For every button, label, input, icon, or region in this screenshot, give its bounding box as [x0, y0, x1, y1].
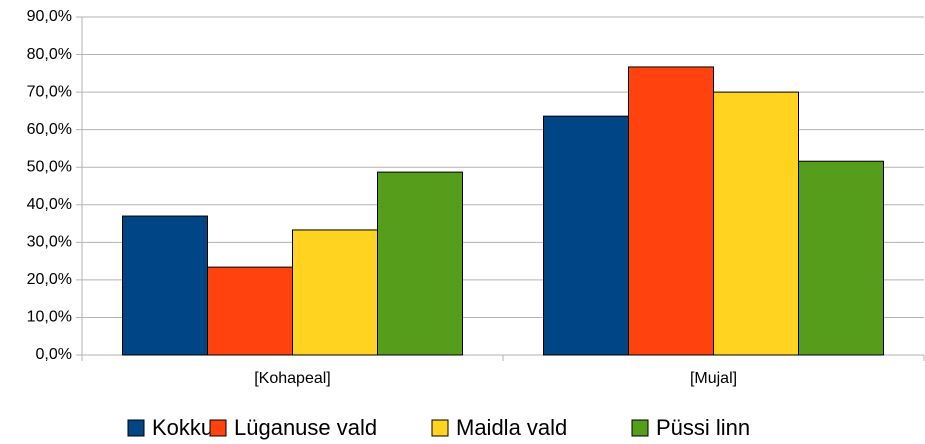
y-tick-label: 10,0% — [27, 309, 72, 326]
legend-swatch — [431, 419, 449, 437]
bar — [798, 160, 884, 356]
x-tick-label: [Mujal] — [690, 370, 737, 387]
y-tick-label: 90,0% — [27, 8, 72, 25]
legend-label: Lüganuse vald — [234, 415, 377, 440]
bar — [713, 91, 799, 356]
x-tick-label: [Kohapeal] — [254, 370, 331, 387]
bar — [122, 215, 208, 356]
y-tick-label: 20,0% — [27, 271, 72, 288]
y-tick-label: 60,0% — [27, 121, 72, 138]
y-tick-label: 30,0% — [27, 234, 72, 251]
y-tick-label: 70,0% — [27, 83, 72, 100]
y-tick-label: 0,0% — [36, 346, 72, 363]
legend-swatch — [127, 419, 145, 437]
legend-label: Maidla vald — [456, 415, 567, 440]
y-tick-label: 80,0% — [27, 46, 72, 63]
legend-swatch — [631, 419, 649, 437]
legend-label: Kokku — [152, 415, 213, 440]
bar — [628, 66, 714, 356]
y-tick-label: 40,0% — [27, 196, 72, 213]
legend-swatch — [209, 419, 227, 437]
bar — [543, 115, 629, 356]
bar — [207, 266, 293, 356]
legend-label: Püssi linn — [656, 415, 750, 440]
bar — [292, 229, 378, 356]
bar — [377, 171, 463, 356]
y-tick-label: 50,0% — [27, 158, 72, 175]
